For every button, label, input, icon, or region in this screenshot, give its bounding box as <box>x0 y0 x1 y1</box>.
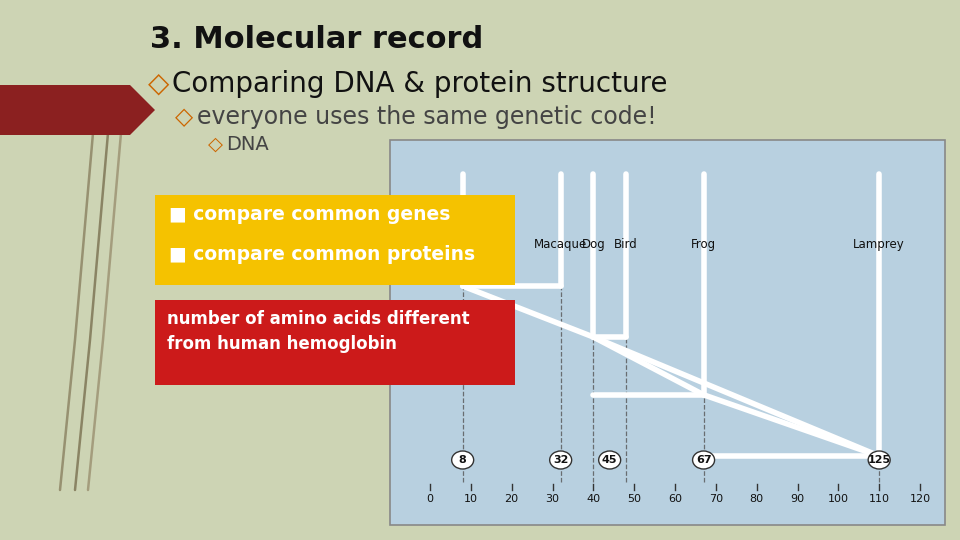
Text: ■ compare common proteins: ■ compare common proteins <box>169 245 475 264</box>
Text: Bird: Bird <box>614 238 637 252</box>
Text: 32: 32 <box>553 455 568 465</box>
Ellipse shape <box>550 451 571 469</box>
Ellipse shape <box>868 451 890 469</box>
Text: 50: 50 <box>627 494 641 504</box>
Text: everyone uses the same genetic code!: everyone uses the same genetic code! <box>197 105 657 129</box>
Text: ◇: ◇ <box>208 135 223 154</box>
Bar <box>155 300 515 385</box>
Text: ◇: ◇ <box>148 70 169 98</box>
Bar <box>155 195 515 285</box>
Text: 45: 45 <box>602 455 617 465</box>
Text: 30: 30 <box>545 494 560 504</box>
Text: Dog: Dog <box>582 238 605 252</box>
Text: ■ compare common genes: ■ compare common genes <box>169 205 450 224</box>
Text: 80: 80 <box>750 494 764 504</box>
Text: 100: 100 <box>828 494 849 504</box>
Ellipse shape <box>692 451 714 469</box>
Text: 60: 60 <box>668 494 682 504</box>
Text: DNA: DNA <box>226 135 269 154</box>
Text: 3. Molecular record: 3. Molecular record <box>150 25 483 54</box>
Text: ◇: ◇ <box>175 105 193 129</box>
Bar <box>390 140 945 525</box>
Text: Macaque: Macaque <box>534 238 588 252</box>
Text: Lamprey: Lamprey <box>853 238 905 252</box>
Text: 8: 8 <box>459 455 467 465</box>
Text: 120: 120 <box>909 494 930 504</box>
Text: 20: 20 <box>505 494 518 504</box>
Text: Human: Human <box>442 238 484 252</box>
Polygon shape <box>0 85 155 135</box>
Text: 125: 125 <box>868 455 891 465</box>
Text: 90: 90 <box>790 494 804 504</box>
Text: 10: 10 <box>464 494 478 504</box>
Text: Frog: Frog <box>691 238 716 252</box>
Text: Comparing DNA & protein structure: Comparing DNA & protein structure <box>172 70 667 98</box>
Text: 0: 0 <box>426 494 434 504</box>
Ellipse shape <box>451 451 473 469</box>
Text: 67: 67 <box>696 455 711 465</box>
Text: number of amino acids different
from human hemoglobin: number of amino acids different from hum… <box>167 310 469 353</box>
Text: 40: 40 <box>587 494 600 504</box>
Ellipse shape <box>599 451 621 469</box>
Text: 70: 70 <box>708 494 723 504</box>
Text: 110: 110 <box>869 494 890 504</box>
